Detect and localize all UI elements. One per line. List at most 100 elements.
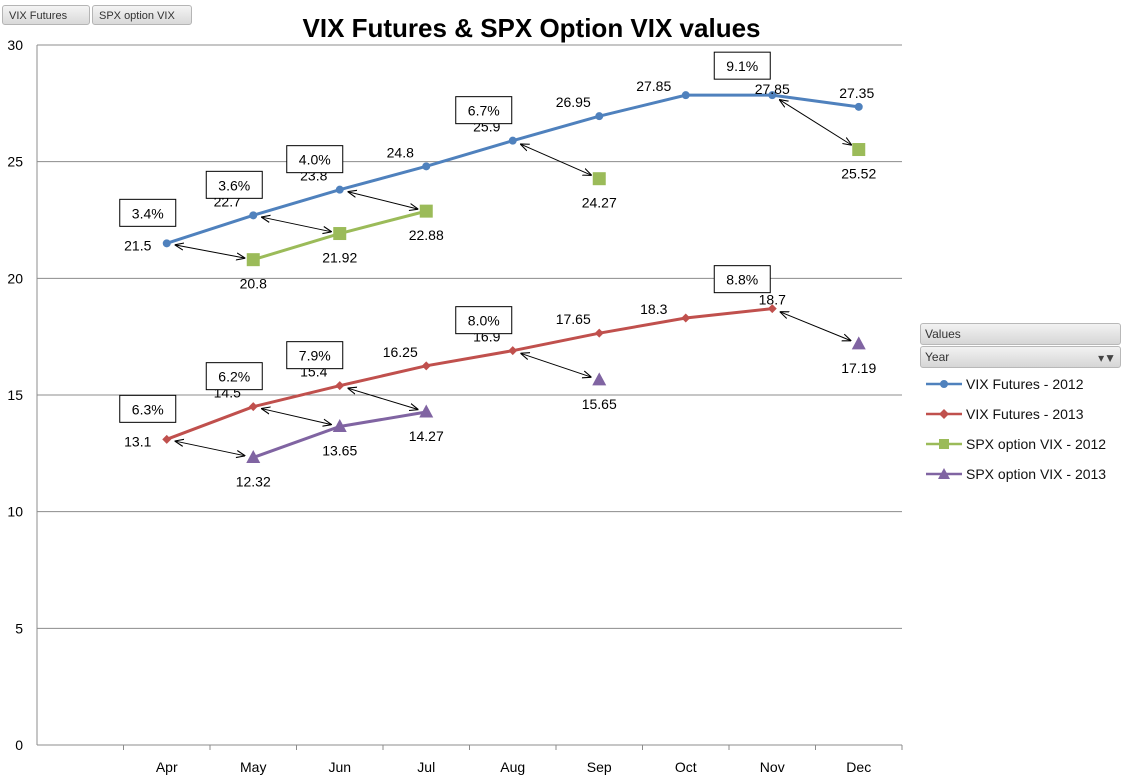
percent-annotation-label: 6.2% — [218, 369, 250, 385]
x-tick-label: Oct — [675, 759, 697, 775]
data-label: 12.32 — [236, 474, 271, 490]
data-point — [335, 185, 344, 194]
comparison-arrow — [262, 217, 331, 231]
percent-annotation-box — [205, 362, 263, 391]
legend-year-filter[interactable]: Year ▾▼ — [920, 346, 1121, 368]
data-point — [246, 450, 261, 464]
data-point — [162, 239, 171, 248]
percent-annotation-label: 8.8% — [726, 272, 758, 288]
legend-item-vix-2013: VIX Futures - 2013 — [920, 399, 1121, 429]
triangle-marker-icon — [926, 468, 962, 479]
percent-annotation-box — [205, 170, 263, 199]
data-label: 14.27 — [409, 428, 444, 444]
data-point — [332, 419, 347, 432]
legend-year-label: Year — [925, 350, 950, 364]
legend-item-label: VIX Futures - 2012 — [966, 376, 1084, 392]
data-label: 24.27 — [582, 195, 617, 211]
data-label: 21.92 — [322, 250, 357, 266]
data-label: 15.65 — [582, 396, 617, 412]
percent-annotation-box — [455, 96, 513, 125]
data-point — [768, 91, 777, 100]
comparison-arrow — [780, 100, 851, 145]
legend-panel: Values Year ▾▼ VIX Futures - 2012 VIX Fu… — [920, 323, 1121, 489]
data-point — [335, 381, 345, 391]
data-label: 21.5 — [124, 237, 151, 253]
comparison-arrow — [176, 441, 245, 455]
data-label: 27.35 — [839, 85, 874, 101]
data-point — [419, 204, 433, 218]
data-point — [594, 328, 604, 338]
data-point — [592, 372, 607, 386]
legend-values-label: Values — [925, 327, 961, 341]
circle-marker-icon — [926, 380, 962, 388]
data-point — [248, 402, 258, 412]
percent-annotation-box — [286, 145, 344, 174]
data-label: 22.88 — [409, 227, 444, 243]
data-point — [421, 361, 431, 371]
y-tick-label: 0 — [15, 737, 23, 753]
percent-annotation-label: 9.1% — [726, 58, 758, 74]
field-button-vix-futures[interactable]: VIX Futures — [2, 5, 90, 25]
data-label: 24.8 — [387, 144, 414, 160]
comparison-arrow — [348, 192, 417, 209]
data-point — [681, 91, 690, 100]
data-point — [767, 304, 777, 314]
data-label: 13.1 — [124, 433, 151, 449]
percent-annotation-label: 8.0% — [468, 313, 500, 329]
data-label: 27.85 — [636, 78, 671, 94]
y-tick-label: 20 — [7, 270, 23, 286]
x-tick-label: Sep — [587, 759, 612, 775]
data-point — [419, 404, 434, 418]
percent-annotation-box — [119, 394, 177, 423]
x-tick-label: Aug — [500, 759, 525, 775]
y-tick-label: 5 — [15, 620, 23, 636]
x-tick-label: May — [240, 759, 266, 775]
percent-annotation-label: 7.9% — [299, 348, 331, 364]
comparison-arrow — [521, 354, 590, 377]
percent-annotation-label: 3.6% — [218, 177, 250, 193]
legend-item-vix-2012: VIX Futures - 2012 — [920, 369, 1121, 399]
data-point — [595, 112, 604, 121]
data-label: 13.65 — [322, 443, 357, 459]
data-label: 17.65 — [556, 311, 591, 327]
legend-item-label: SPX option VIX - 2012 — [966, 436, 1107, 452]
data-point — [508, 136, 517, 145]
data-label: 17.19 — [841, 360, 876, 376]
comparison-arrow — [262, 409, 331, 425]
x-tick-label: Jun — [328, 759, 351, 775]
data-point — [246, 253, 260, 267]
diamond-marker-icon — [926, 409, 962, 419]
series-line — [166, 307, 773, 441]
data-point — [333, 227, 347, 241]
comparison-arrow — [781, 312, 851, 340]
data-point — [249, 211, 258, 220]
legend-values-header[interactable]: Values — [920, 323, 1121, 345]
comparison-arrow — [348, 388, 417, 409]
chart-title: VIX Futures & SPX Option VIX values — [303, 13, 761, 43]
legend-item-label: VIX Futures - 2013 — [966, 406, 1084, 422]
percent-annotation-label: 6.7% — [468, 103, 500, 119]
percent-annotation-box — [286, 341, 344, 370]
data-point — [851, 336, 866, 350]
x-tick-label: Apr — [156, 759, 178, 775]
data-point — [422, 162, 431, 171]
data-label: 26.95 — [556, 94, 591, 110]
data-point — [852, 143, 866, 157]
x-tick-label: Jul — [417, 759, 435, 775]
legend-item-spx-2013: SPX option VIX - 2013 — [920, 459, 1121, 489]
data-label: 27.85 — [755, 81, 790, 97]
data-point — [592, 172, 606, 186]
percent-annotation-label: 4.0% — [299, 152, 331, 168]
legend-item-spx-2012: SPX option VIX - 2012 — [920, 429, 1121, 459]
percent-annotation-label: 3.4% — [132, 205, 164, 221]
y-tick-label: 30 — [7, 37, 23, 53]
data-point — [162, 434, 172, 444]
percent-annotation-box — [713, 51, 771, 80]
data-label: 18.7 — [759, 292, 786, 308]
data-label: 20.8 — [240, 276, 267, 292]
data-point — [508, 346, 518, 356]
data-label: 16.25 — [383, 344, 418, 360]
square-marker-icon — [926, 439, 962, 449]
percent-annotation-box — [455, 306, 513, 335]
field-button-spx-option-vix[interactable]: SPX option VIX — [92, 5, 192, 25]
